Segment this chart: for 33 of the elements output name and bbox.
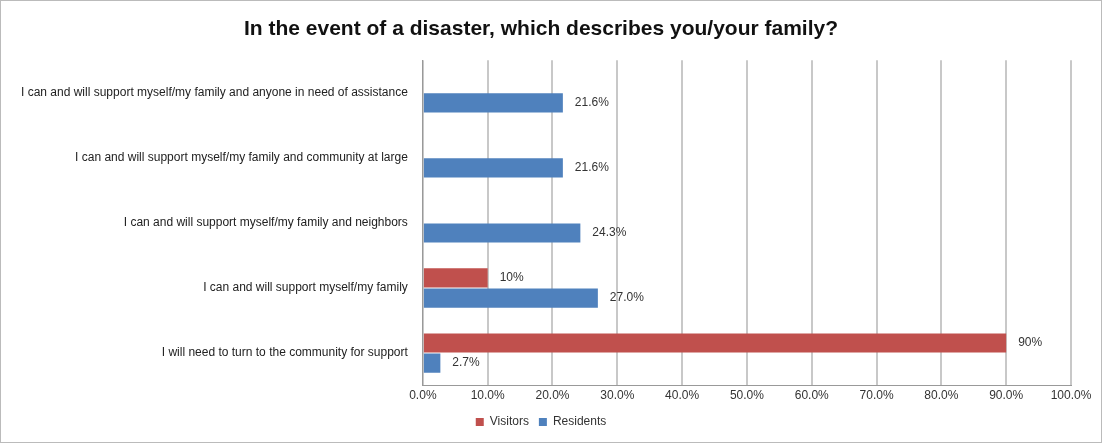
bar — [423, 268, 488, 288]
data-label: 27.0% — [609, 290, 645, 305]
legend-label: Visitors — [489, 414, 529, 429]
bar — [423, 93, 563, 113]
x-tick-label: 70.0% — [859, 388, 894, 403]
bar — [423, 158, 563, 178]
y-tick-label: I can and will support myself/my family — [203, 280, 408, 295]
data-label: 21.6% — [574, 160, 610, 175]
legend-label: Residents — [552, 414, 607, 429]
data-label: 2.7% — [452, 355, 481, 370]
x-tick-label: 50.0% — [729, 388, 765, 403]
x-tick-label: 0.0% — [409, 388, 437, 403]
x-tick-label: 80.0% — [924, 388, 959, 403]
y-tick-label: I can and will support myself/my family and anyone in need of assistance — [20, 85, 409, 100]
chart-title: In the event of a disaster, which describes you/your family? — [243, 16, 839, 40]
y-tick-label: I will need to turn to the community for support — [161, 345, 409, 360]
bar — [423, 353, 441, 373]
data-label: 21.6% — [574, 95, 610, 110]
y-tick-label: I can and will support myself/my family and neighbors — [123, 215, 408, 230]
data-label: 10% — [499, 270, 525, 285]
bar — [423, 288, 598, 308]
x-tick-label: 30.0% — [600, 388, 635, 403]
y-tick-label: I can and will support myself/my family and community at large — [75, 150, 409, 165]
x-tick-label: 40.0% — [665, 388, 700, 403]
x-tick-label: 90.0% — [989, 388, 1024, 403]
x-tick-label: 60.0% — [794, 388, 830, 403]
x-tick-label: 10.0% — [470, 388, 506, 403]
data-label: 24.3% — [592, 225, 627, 240]
data-label: 90% — [1018, 335, 1043, 350]
bar — [423, 333, 1007, 353]
x-tick-label: 100.0% — [1050, 388, 1092, 403]
bar — [423, 223, 581, 243]
x-tick-label: 20.0% — [535, 388, 570, 403]
